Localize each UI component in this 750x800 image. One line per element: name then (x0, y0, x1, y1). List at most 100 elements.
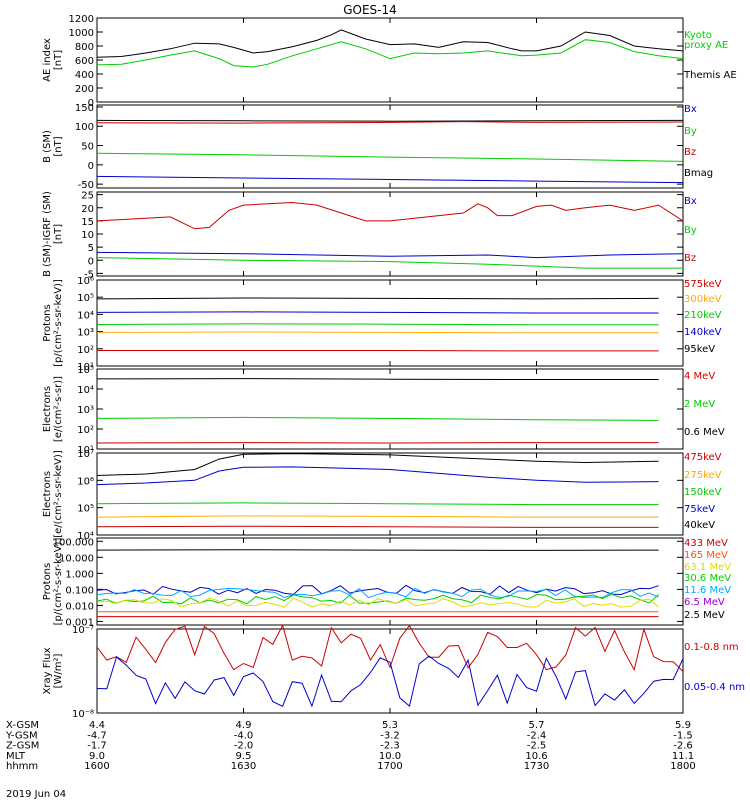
legend-entry: Bx (684, 104, 697, 115)
y-tick-label: 0.001 (65, 617, 94, 628)
y-tick-label: 100 (75, 122, 94, 133)
y-tick-label: 10² (77, 425, 94, 436)
y-tick-label: 0 (88, 161, 94, 172)
y-tick-label: 10⁻⁷ (72, 625, 94, 636)
panel-2: 150 100 50 0 -50 B (SM)[nT] Bx By Bz Bmag (42, 103, 713, 191)
panel-5: 10⁵ 10⁴ 10³ 10² 10¹ Electrons[e/(cm²-s-sr)] 4 … (42, 365, 725, 456)
series-line (96, 597, 659, 608)
y-axis-label: B (SM)-IGRF (SM)[nT] (42, 191, 64, 277)
legend-entry: 210keV (684, 310, 722, 321)
x-row-value: -2.4 (527, 730, 547, 741)
y-tick-label: 10⁵ (77, 293, 94, 304)
series-line (96, 416, 659, 421)
legend-entry: 95keV (684, 344, 715, 355)
panel-7: 100.000 10.000 1.000 0.100 0.010 0.001Protons… (42, 537, 731, 628)
y-tick-label: 10⁵ (77, 504, 94, 515)
panel-8: 10⁻⁷ 10⁻⁸ Xray Flux[W/m²] 0.1-0.8 nm 0.05-0.… (42, 624, 745, 720)
x-row-label: MLT (6, 751, 26, 762)
series-line (96, 378, 659, 380)
panel-frame (96, 452, 684, 536)
date-label: 2019 Jun 04 (6, 789, 66, 800)
x-row-value: -1.5 (673, 730, 693, 741)
y-tick-label: 10 (81, 230, 94, 241)
y-tick-label: 5 (88, 243, 94, 254)
legend-entry: Kyoto (684, 30, 712, 41)
legend-entry: Bx (684, 196, 697, 207)
y-axis-label: Electrons[e/(cm²-s-sr-keV)] (42, 450, 64, 538)
y-tick-label: 100.000 (53, 537, 94, 548)
legend-entry: 6.5 MeV (684, 597, 725, 608)
legend-entry: 575keV (684, 279, 722, 290)
x-row-value: 9.5 (236, 751, 252, 762)
y-tick-label: 20 (81, 204, 94, 215)
series-line (96, 466, 659, 486)
x-row-value: 4.4 (89, 720, 105, 731)
y-tick-label: 10⁴ (77, 310, 94, 321)
legend-entry: 0.6 MeV (684, 427, 725, 438)
legend-entry: 475keV (684, 452, 722, 463)
legend-entry: 40keV (684, 520, 715, 531)
series-line (96, 323, 659, 326)
y-tick-label: 10⁴ (77, 385, 94, 396)
legend-entry: 140keV (684, 327, 722, 338)
x-row-value: 5.9 (675, 720, 691, 731)
series-line (96, 584, 659, 596)
legend-entry: 4 MeV (684, 371, 715, 382)
y-tick-label: 0.100 (65, 585, 94, 596)
y-tick-label: 10³ (77, 328, 94, 339)
x-row-value: 11.1 (672, 751, 694, 762)
x-row-value: -4.7 (87, 730, 107, 741)
y-tick-label: 10¹ (77, 362, 94, 373)
panel-4: 10⁶ 10⁵ 10⁴ 10³ 10² 10¹ Protons[p/(cm²-s-sr-ke… (42, 276, 722, 373)
y-tick-label: 10³ (77, 405, 94, 416)
x-row-label: X-GSM (6, 720, 39, 731)
panel-frame (96, 279, 684, 367)
x-row-value: 10.0 (379, 751, 401, 762)
y-axis-label: Electrons[e/(cm²-s-sr)] (42, 376, 64, 442)
x-row-value: -2.6 (673, 741, 693, 752)
x-row-value: 1800 (670, 761, 695, 772)
y-tick-label: 50 (81, 142, 94, 153)
series-line (96, 251, 684, 259)
series-line (96, 587, 659, 599)
legend-entry: 2 MeV (684, 399, 715, 410)
legend-entry: 63.1 MeV (684, 562, 731, 573)
panel-frame (96, 17, 684, 103)
y-tick-label: 1.000 (65, 569, 94, 580)
y-tick-label: 10.000 (59, 553, 94, 564)
y-tick-label: 25 (81, 191, 94, 202)
series-line (96, 29, 684, 58)
series-line (96, 502, 659, 506)
y-tick-label: -5 (84, 269, 94, 280)
x-row-label: hhmm (6, 761, 38, 772)
legend-entry: 0.1-0.8 nm (684, 642, 739, 653)
x-row-value: 5.7 (529, 720, 545, 731)
legend-entry: proxy AE (684, 40, 728, 51)
panel-frame (96, 368, 684, 450)
series-line (96, 297, 659, 300)
y-tick-label: 0 (88, 256, 94, 267)
y-tick-label: 800 (75, 42, 94, 53)
y-tick-label: 10² (77, 345, 94, 356)
legend-entry: 150keV (684, 487, 722, 498)
x-row-value: 1600 (84, 761, 109, 772)
legend-entry: By (684, 225, 697, 236)
x-row-value: 9.0 (89, 751, 105, 762)
x-row-value: -2.3 (380, 741, 400, 752)
series-line (96, 121, 684, 124)
legend-entry: Bz (684, 253, 696, 264)
x-row-value: 1700 (377, 761, 402, 772)
y-tick-label: 200 (75, 84, 94, 95)
legend-entry: 2.5 MeV (684, 610, 725, 621)
panel-6: 10⁷ 10⁶ 10⁵ 10⁴ Electrons[e/(cm²-s-sr-keV)] 4… (42, 449, 722, 542)
x-row-value: 5.3 (382, 720, 398, 731)
y-tick-label: 1200 (69, 14, 94, 25)
series-line (96, 525, 659, 528)
y-tick-label: 150 (75, 103, 94, 114)
series-line (96, 593, 659, 605)
y-tick-label: 15 (81, 217, 94, 228)
y-axis-label: AE index[nT] (42, 38, 64, 82)
legend-entry: Bz (684, 147, 696, 158)
panel-1: 1200 1000 800 600 400 200 0 AE index[nT] Kyotopr… (42, 14, 737, 109)
